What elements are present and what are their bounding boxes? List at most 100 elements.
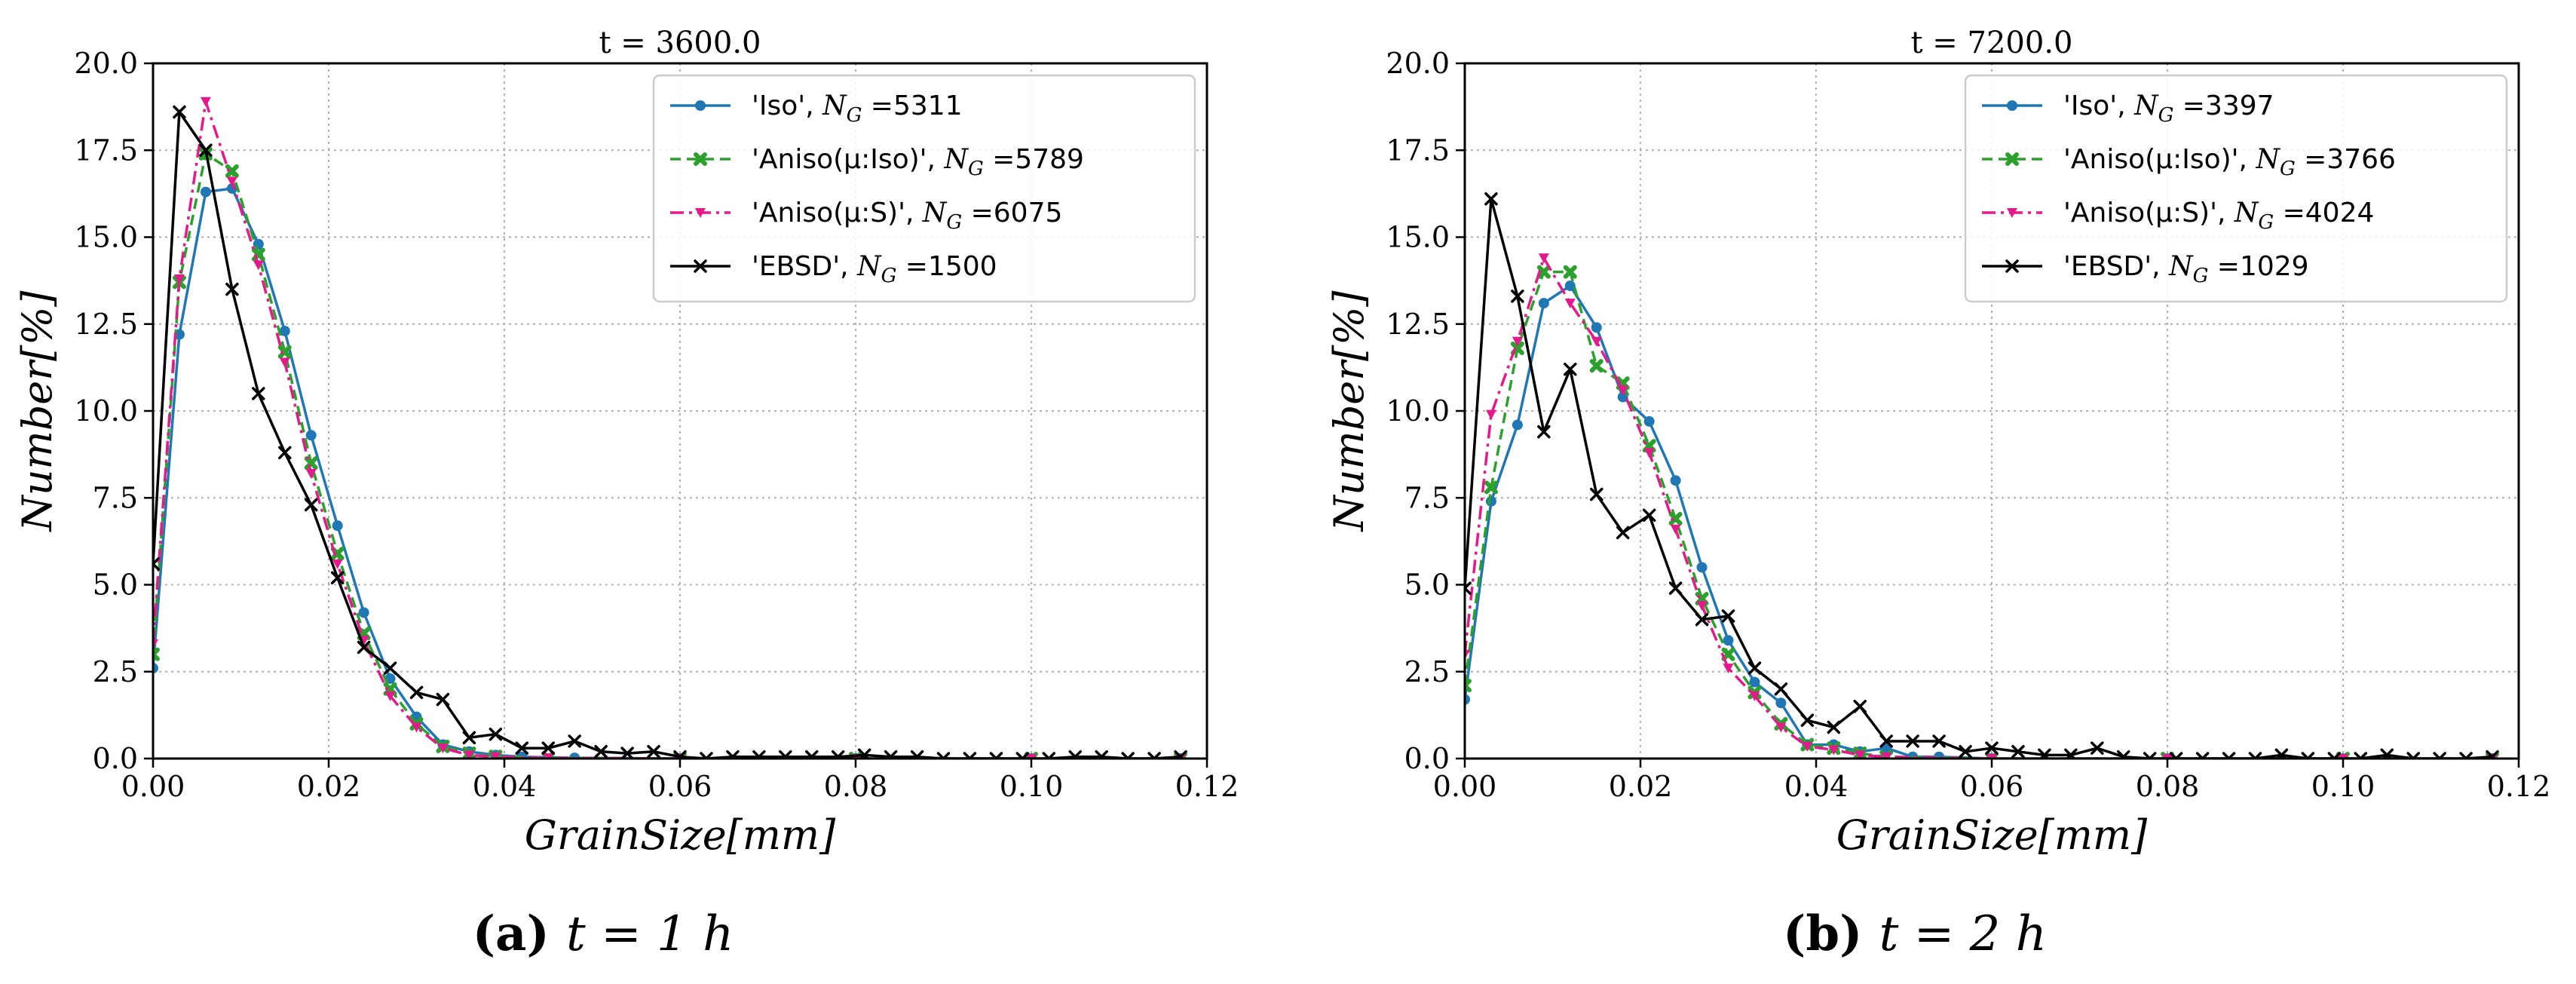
chart2-series-3-point <box>1855 750 1866 759</box>
chart2-series-4-point <box>1695 612 1709 627</box>
chart2-series-1-point <box>1564 280 1576 292</box>
chart1-xlabel: GrainSize[mm] <box>525 811 836 859</box>
chart1-legend-marker <box>694 152 707 166</box>
chart2-series-4-point <box>1484 192 1498 206</box>
chart1-series-4-point <box>1042 752 1056 759</box>
chart1-series-4-point <box>1174 749 1187 759</box>
chart2-series-4-point <box>1959 745 1972 759</box>
chart1-series-4-point <box>225 282 239 296</box>
chart2-series-4-point <box>2459 752 2473 759</box>
chart2-series-3-point <box>1775 722 1787 733</box>
chart2-series-1-point <box>1749 676 1760 688</box>
chart2-series-3-point <box>1670 524 1681 535</box>
chart2-series-4-point <box>1511 290 1524 303</box>
chart1-series-1-point <box>305 430 317 441</box>
chart1-series-4-point <box>153 557 160 571</box>
chart2: 0.00 0.02 0.04 0.06 0.08 0.10 0.12 0.0 2.5 5.0 7.5… <box>1325 26 2550 859</box>
chart2-legend-marker <box>2005 152 2019 166</box>
chart1-series-4-point <box>963 752 977 759</box>
chart1-series-4-point <box>409 685 424 700</box>
chart2-series-4-point <box>1642 508 1656 523</box>
chart2-series-4-point <box>2064 748 2078 759</box>
chart2-series-2 <box>1465 265 2500 759</box>
chart2-series-4-point <box>2301 752 2315 759</box>
chart1-series-3-point <box>411 722 422 733</box>
chart1-series-1-point <box>253 238 264 250</box>
chart2-legend-label: 'Iso', NG =3397 <box>2063 90 2274 127</box>
chart1-title: t = 3600.0 <box>599 26 761 60</box>
chart1-series-4-point <box>752 749 766 759</box>
chart1-ytick-label: 20.0 <box>74 47 138 80</box>
chart2-series-2-line <box>1465 270 2493 759</box>
chart2-series-3-point <box>1749 691 1760 702</box>
chart1-series-4-point <box>673 749 687 759</box>
chart2-series-4-point <box>2169 752 2183 759</box>
chart2-series-2-point <box>1668 511 1683 526</box>
chart2-caption: (b) t = 2 h <box>1783 906 2047 962</box>
chart1-series-4-point <box>805 749 819 759</box>
chart2-series-4-point <box>1800 713 1815 728</box>
chart2-legend-item-3: 'Aniso(μ:S)', NG =4024 <box>1982 198 2374 234</box>
chart2-series-4-point <box>2195 752 2210 759</box>
chart1-series-3-point <box>490 752 501 759</box>
chart1-ytick-label: 12.5 <box>74 308 138 341</box>
chart2-series-1-point <box>1723 635 1734 646</box>
chart1-series-4-point <box>383 661 397 675</box>
chart2-series-2-point <box>1465 679 1472 693</box>
chart2-series-4-point <box>2486 749 2499 759</box>
chart2-xtick-label: 0.12 <box>2487 770 2551 803</box>
chart1-series-4-point <box>831 749 845 759</box>
chart1-ytick-label: 15.0 <box>74 221 138 254</box>
chart2-xtick-label: 0.00 <box>1433 770 1497 803</box>
chart1-series-1-point <box>153 663 158 674</box>
chart2-xtick-label: 0.04 <box>1784 770 1849 803</box>
chart2-legend-box <box>1964 74 2508 303</box>
chart2-series-4-point <box>1668 581 1683 595</box>
chart1-xtick-label: 0.04 <box>473 770 537 803</box>
chart1-series-4-point <box>1147 752 1161 759</box>
chart2-series-2-point <box>1563 265 1577 279</box>
chart1-legend-label: 'Aniso(μ:Iso)', NG =5789 <box>752 144 1084 180</box>
chart2-legend: 'Iso', NG =3397 'Aniso(μ:Iso)', NG =3766 '… <box>1964 74 2508 303</box>
chart1-series-4-point <box>252 387 265 400</box>
chart2-series-4-point <box>2117 749 2130 759</box>
chart2-legend-label: 'EBSD', NG =1029 <box>2063 251 2309 287</box>
chart1-legend-box <box>652 74 1196 303</box>
chart2-series-3-point <box>1828 745 1839 756</box>
chart1-series-3-point <box>226 176 237 187</box>
chart1-ytick-label: 2.5 <box>93 655 138 688</box>
chart1-xtick-label: 0.12 <box>1175 770 1239 803</box>
chart1-series-4-point <box>304 498 318 512</box>
chart1-xtick-label: 0.00 <box>121 770 185 803</box>
chart2-series-3-point <box>1538 253 1549 264</box>
chart1-legend-label: 'Aniso(μ:S)', NG =6075 <box>752 198 1062 234</box>
chart1-series-3-point <box>543 753 554 759</box>
chart2-series-4-point <box>2248 752 2262 759</box>
chart1-xtick-label: 0.06 <box>648 770 712 803</box>
chart2-series-1-point <box>1465 694 1470 705</box>
chart2-series-4-point <box>1465 581 1472 595</box>
chart2-series-4-point <box>1590 487 1603 501</box>
chart1-series-3-point <box>200 97 211 107</box>
chart1-series-4-point <box>884 749 898 759</box>
chart1-series-3 <box>153 97 1187 759</box>
chart2-series-4-point <box>2038 748 2051 759</box>
chart1-series-4-point <box>726 749 740 759</box>
chart2-series-1-point <box>1591 322 1602 333</box>
chart1-series-4-point <box>647 745 660 759</box>
chart1-legend-label: 'Iso', NG =5311 <box>752 90 963 127</box>
chart2-series-1-point <box>1696 562 1708 573</box>
chart1-series-4-point <box>936 752 951 759</box>
chart2-series-1-point <box>1775 697 1787 709</box>
chart2-legend-label: 'Aniso(μ:Iso)', NG =3766 <box>2063 144 2396 180</box>
chart2-legend-marker <box>2005 259 2019 273</box>
chart1-ytick-label: 10.0 <box>74 394 138 428</box>
chart1-series-2-point <box>153 647 160 661</box>
chart2-series-4 <box>1465 192 2499 759</box>
chart2-series-1-line <box>1465 284 2493 759</box>
chart1-series-1-point <box>279 325 290 336</box>
chart1-caption: (a) t = 1 h <box>473 906 734 962</box>
chart2-series-4-point <box>1721 609 1735 623</box>
chart1-xtick-label: 0.08 <box>824 770 888 803</box>
chart1-series-4-point <box>462 731 476 745</box>
